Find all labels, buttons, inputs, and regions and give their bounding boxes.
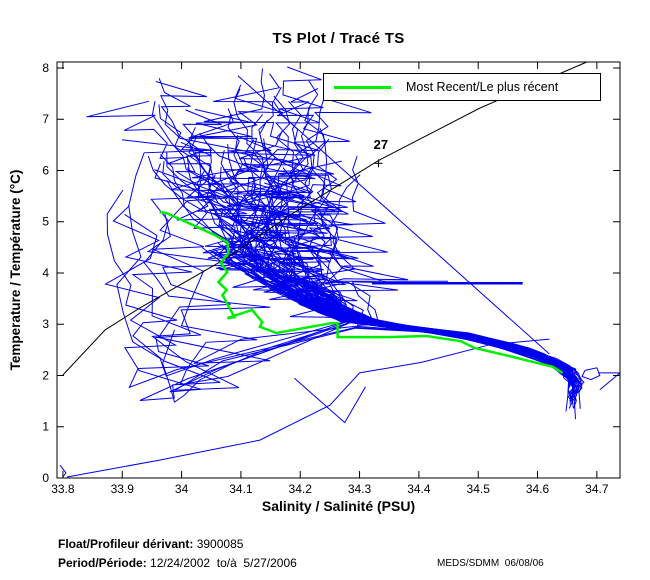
y-tick-label: 6 (42, 163, 49, 177)
profile-line (213, 73, 530, 354)
x-tick-label: 34.1 (229, 482, 253, 496)
x-tick-label: 34.5 (467, 482, 491, 496)
diagonal-profile-jump (237, 75, 550, 355)
tail-wisp-2 (577, 378, 581, 409)
y-tick-label: 8 (42, 61, 49, 75)
profile-band-line (254, 252, 581, 383)
credit-text: MEDS/SDMM 06/08/06 (437, 558, 544, 569)
profile-band-line (323, 303, 571, 378)
axes-box (56, 61, 621, 479)
most-recent-profile-line (159, 210, 564, 374)
x-tick-label: 34 (175, 482, 189, 496)
isopycnal-label: 27 (374, 137, 388, 152)
x-axis-label: Salinity / Salinité (PSU) (262, 498, 415, 514)
x-tick-label: 34.2 (289, 482, 313, 496)
x-tick-label: 34.7 (585, 482, 609, 496)
y-axis-label: Temperature / Température (°C) (8, 170, 23, 371)
corner-hook (59, 464, 67, 478)
x-tick-label: 33.9 (111, 482, 135, 496)
bottom-deep-curve (67, 338, 550, 478)
plot-title: TS Plot / Tracé TS (272, 30, 405, 47)
y-tick-label: 0 (42, 471, 49, 485)
period-label: Period/Période: (58, 556, 147, 570)
footer-period-line: Period/Période: 12/24/2002 to/à 5/27/200… (58, 556, 297, 570)
x-tick-label: 34.3 (348, 482, 372, 496)
profile-band-line (309, 305, 530, 356)
x-tick-label: 34.6 (526, 482, 550, 496)
y-tick-label: 1 (42, 420, 49, 434)
y-tick-label: 2 (42, 368, 49, 382)
profile-zigzag-line (153, 163, 471, 386)
y-tick-label: 7 (42, 112, 49, 126)
tail-wisp-1 (565, 375, 571, 412)
y-tick-label: 4 (42, 266, 49, 280)
footer-float-line: Float/Profileur dérivant: 3900085 (58, 537, 243, 551)
tail-wisp-3 (572, 380, 576, 420)
legend-label: Most Recent/Le plus récent (406, 80, 559, 94)
profile-zigzag-line (146, 212, 471, 364)
legend-line-sample (334, 85, 391, 89)
x-tick-label: 33.8 (51, 482, 75, 496)
profile-zigzag-line (143, 169, 471, 391)
y-tick-label: 3 (42, 317, 49, 331)
y-tick-label: 5 (42, 215, 49, 229)
float-value: 3900085 (193, 537, 244, 551)
x-tick-label: 34.4 (407, 482, 431, 496)
cold-dip-curve (162, 327, 331, 403)
profile-zigzag-line (112, 139, 471, 389)
tail-loop (581, 367, 601, 381)
profile-zigzag-line (106, 189, 471, 401)
profile-zigzag-line (116, 204, 471, 377)
profile-band-line (285, 288, 497, 345)
legend-box: Most Recent/Le plus récent (323, 73, 601, 101)
profile-zigzag-line (104, 213, 471, 393)
isopycnal-contour-27 (62, 61, 587, 376)
float-label: Float/Profileur dérivant: (58, 537, 194, 551)
period-value: 12/24/2002 to/à 5/27/2006 (146, 556, 297, 570)
bottom-wisp (293, 377, 366, 424)
